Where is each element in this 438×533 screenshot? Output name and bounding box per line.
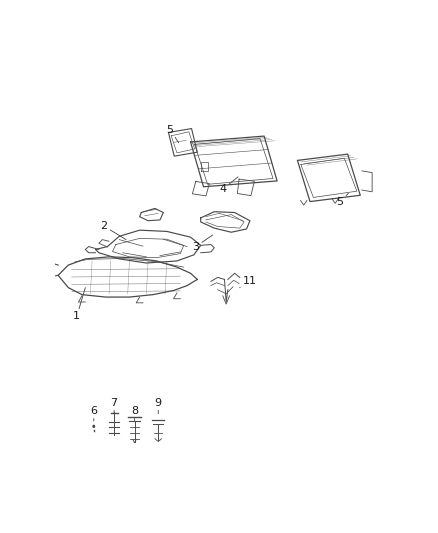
Text: 6: 6 [90, 406, 97, 421]
Text: 8: 8 [131, 406, 138, 421]
Circle shape [92, 425, 95, 428]
Text: 2: 2 [100, 221, 126, 240]
Text: 5: 5 [336, 193, 348, 207]
Text: 11: 11 [240, 277, 257, 288]
Text: 1: 1 [73, 288, 85, 321]
Text: 5: 5 [167, 125, 179, 143]
Text: 7: 7 [110, 398, 118, 414]
Text: 4: 4 [219, 177, 238, 194]
Text: 3: 3 [192, 235, 212, 252]
Text: 9: 9 [155, 398, 162, 414]
